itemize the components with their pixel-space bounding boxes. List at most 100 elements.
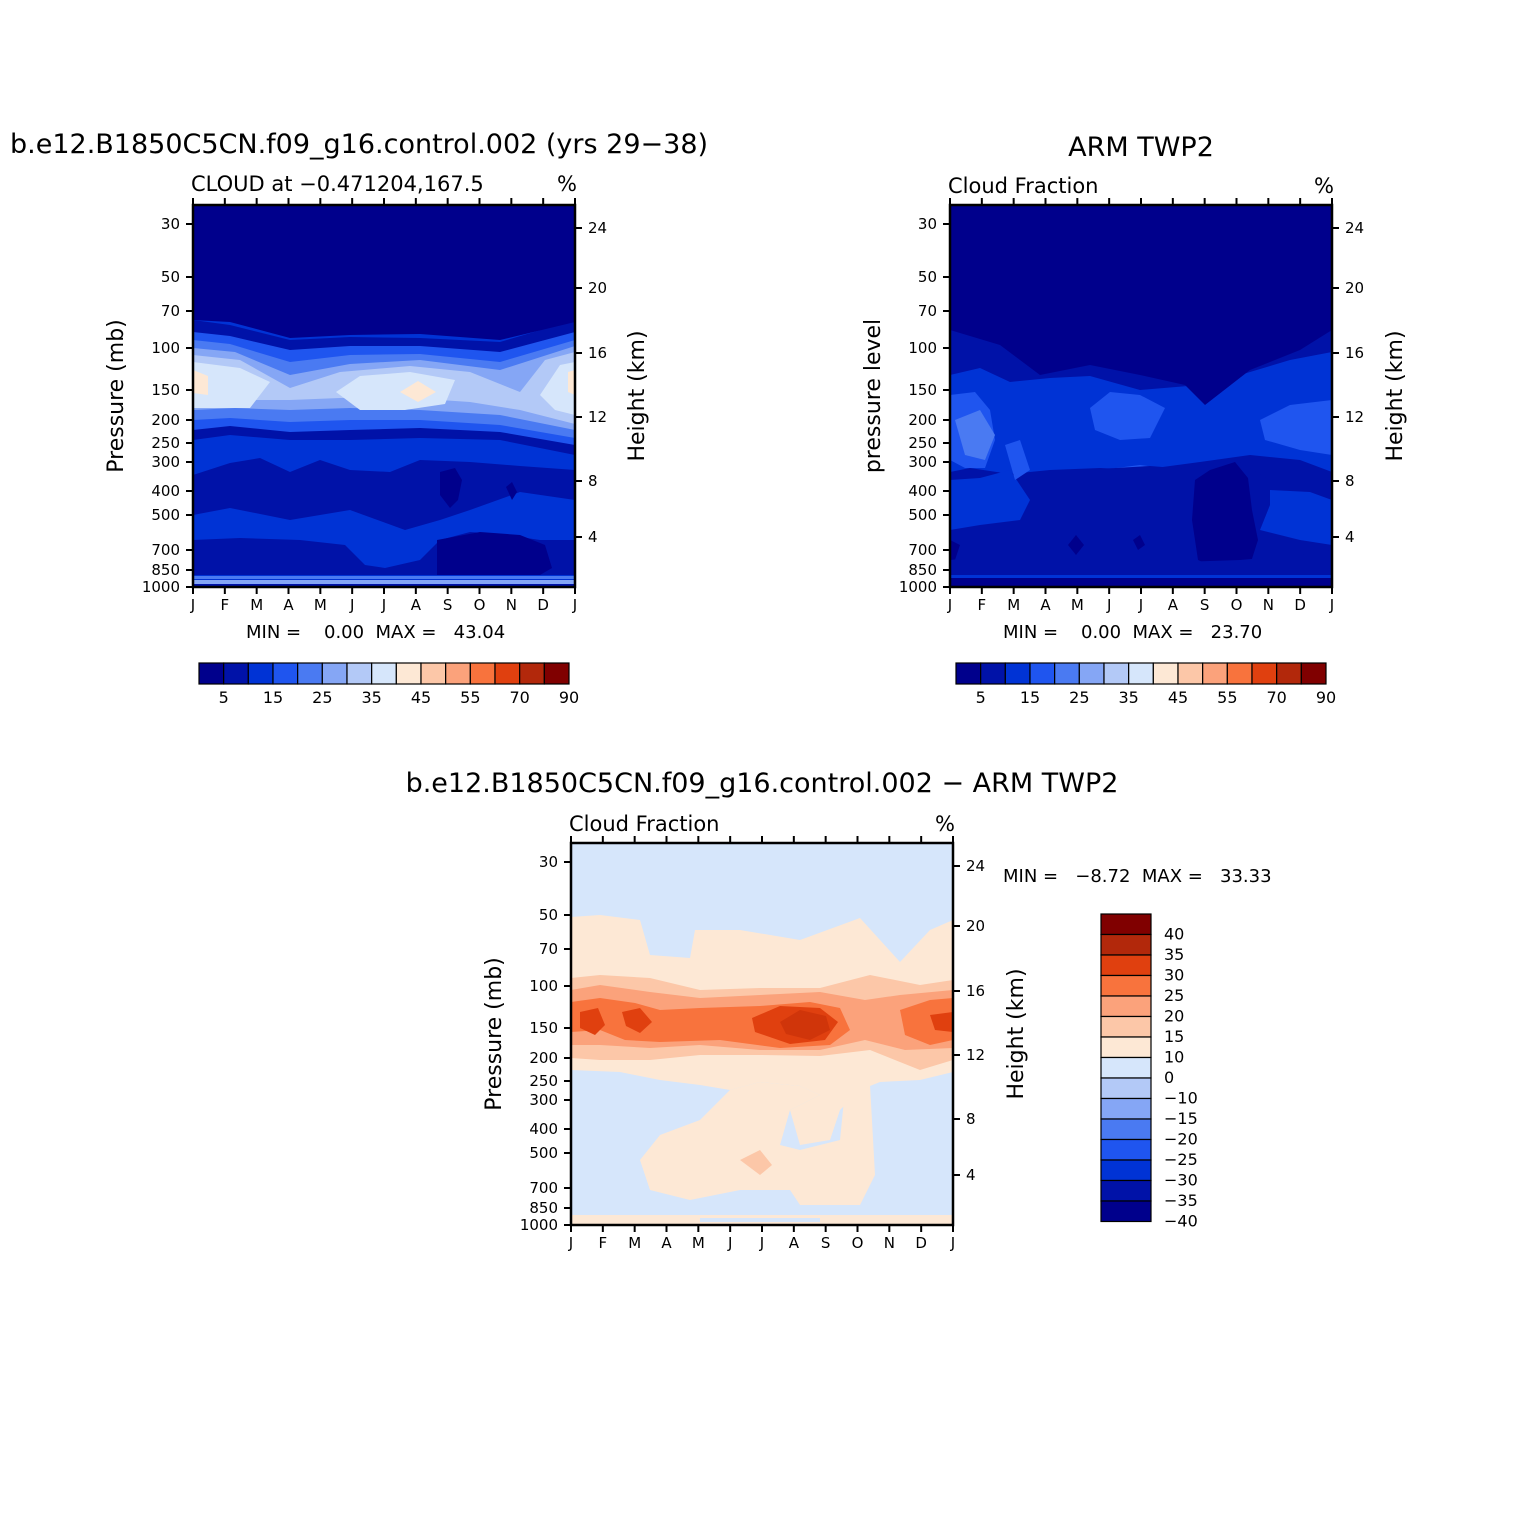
- colorbar-label: 5: [219, 688, 229, 707]
- y-tick-label: 150: [908, 381, 937, 399]
- panel-model-subtitle: CLOUD at −0.471204,167.5: [191, 172, 484, 196]
- colorbar-label: −35: [1164, 1191, 1198, 1210]
- y-tick-label: 50: [539, 906, 558, 924]
- x-tick-label: F: [978, 596, 987, 614]
- y-tick-label: 250: [529, 1072, 558, 1090]
- panel-model-ylabel-right: Height (km): [625, 330, 650, 461]
- panel-diff: b.e12.B1850C5CN.f09_g16.control.002 − AR…: [406, 768, 1272, 1252]
- colorbar-label: 90: [559, 688, 579, 707]
- colorbar-swatch: [1100, 1200, 1152, 1223]
- panel-diff-subtitle: Cloud Fraction: [569, 812, 720, 836]
- colorbar-swatch: [1029, 662, 1056, 685]
- y-tick-label: 700: [529, 1179, 558, 1197]
- x-tick-label: J: [947, 596, 952, 614]
- colorbar-swatch: [519, 662, 545, 685]
- colorbar-swatch: [1100, 1077, 1152, 1100]
- colorbar-swatch: [395, 662, 422, 685]
- x-tick-label: J: [1329, 596, 1334, 614]
- y-tick-label: 70: [918, 302, 937, 320]
- colorbar-swatch: [1078, 662, 1105, 685]
- colorbar-swatch: [272, 662, 299, 685]
- panel-diff-ylabel-right: Height (km): [1004, 968, 1029, 1099]
- y2-tick-label: 20: [1345, 279, 1364, 297]
- y-tick-label: 50: [161, 268, 180, 286]
- panel-model-ylabel: Pressure (mb): [104, 319, 129, 473]
- x-tick-label: J: [727, 1234, 732, 1252]
- x-tick-label: J: [759, 1234, 764, 1252]
- y2-tick-label: 12: [966, 1046, 985, 1064]
- y-tick-label: 70: [161, 302, 180, 320]
- colorbar-swatch: [955, 662, 982, 685]
- colorbar-label: −25: [1164, 1150, 1198, 1169]
- y-tick-label: 300: [151, 453, 180, 471]
- y-tick-label: 250: [151, 434, 180, 452]
- y2-tick-label: 16: [588, 344, 607, 362]
- colorbar-label: 5: [976, 688, 986, 707]
- colorbar-label: 30: [1164, 966, 1184, 985]
- x-tick-label: J: [568, 1234, 573, 1252]
- y2-tick-label: 4: [588, 528, 598, 546]
- y2-tick-label: 24: [966, 857, 985, 875]
- x-tick-label: A: [411, 596, 422, 614]
- x-tick-label: F: [221, 596, 230, 614]
- colorbar-label: 20: [1164, 1007, 1184, 1026]
- colorbar-swatch: [469, 662, 496, 685]
- x-tick-label: A: [661, 1234, 672, 1252]
- colorbar-swatch: [1128, 662, 1154, 685]
- colorbar-swatch: [1100, 1097, 1152, 1120]
- panel-obs-units: %: [1314, 174, 1334, 198]
- panel-diff-ylabel: Pressure (mb): [482, 957, 507, 1111]
- x-tick-label: N: [506, 596, 517, 614]
- colorbar-swatch: [1226, 662, 1253, 685]
- y2-tick-label: 16: [966, 982, 985, 1000]
- colorbar-swatch: [371, 662, 397, 685]
- colorbar-label: 25: [312, 688, 332, 707]
- colorbar-label: 55: [1217, 688, 1237, 707]
- x-tick-label: M: [1007, 596, 1020, 614]
- panel-diff-title: b.e12.B1850C5CN.f09_g16.control.002 − AR…: [406, 768, 1119, 799]
- panel-model-contours: [193, 205, 575, 587]
- colorbar-label: 15: [1020, 688, 1040, 707]
- panel-model-units: %: [557, 172, 577, 196]
- x-tick-label: J: [381, 596, 386, 614]
- y-tick-label: 300: [529, 1091, 558, 1109]
- colorbar-label: 35: [361, 688, 381, 707]
- x-tick-label: A: [1168, 596, 1179, 614]
- y-tick-label: 30: [539, 853, 558, 871]
- y-tick-label: 500: [908, 506, 937, 524]
- x-tick-label: N: [884, 1234, 895, 1252]
- y-tick-label: 700: [908, 541, 937, 559]
- colorbar-swatch: [1100, 913, 1152, 936]
- colorbar-swatch: [1202, 662, 1228, 685]
- colorbar-label: 70: [509, 688, 529, 707]
- colorbar-label: 55: [460, 688, 480, 707]
- colorbar-label: −20: [1164, 1130, 1198, 1149]
- y-tick-label: 400: [529, 1120, 558, 1138]
- y2-tick-label: 12: [588, 408, 607, 426]
- y-tick-label: 850: [908, 561, 937, 579]
- y2-tick-label: 24: [1345, 219, 1364, 237]
- colorbar-swatch: [420, 662, 447, 685]
- colorbar-label: −40: [1164, 1212, 1198, 1231]
- colorbar-swatch: [1100, 1138, 1152, 1161]
- colorbar-swatch: [1100, 995, 1152, 1018]
- colorbar-swatch: [297, 662, 323, 685]
- colorbar-swatch: [1251, 662, 1278, 685]
- panel-obs-subtitle: Cloud Fraction: [948, 174, 1099, 198]
- x-tick-label: J: [190, 596, 195, 614]
- x-tick-label: D: [915, 1234, 927, 1252]
- colorbar-label: 35: [1118, 688, 1138, 707]
- x-tick-label: O: [1231, 596, 1243, 614]
- panel-obs-ylabel: pressure level: [861, 319, 886, 473]
- colorbar-swatch: [1100, 974, 1152, 997]
- x-tick-label: J: [950, 1234, 955, 1252]
- panel-obs-ylabel-right: Height (km): [1383, 330, 1408, 461]
- colorbar-swatch: [1054, 662, 1080, 685]
- x-tick-label: J: [1106, 596, 1111, 614]
- y-tick-label: 400: [151, 482, 180, 500]
- x-tick-label: M: [628, 1234, 641, 1252]
- colorbar-label: 45: [1168, 688, 1188, 707]
- y-tick-label: 700: [151, 541, 180, 559]
- colorbar-label: 45: [411, 688, 431, 707]
